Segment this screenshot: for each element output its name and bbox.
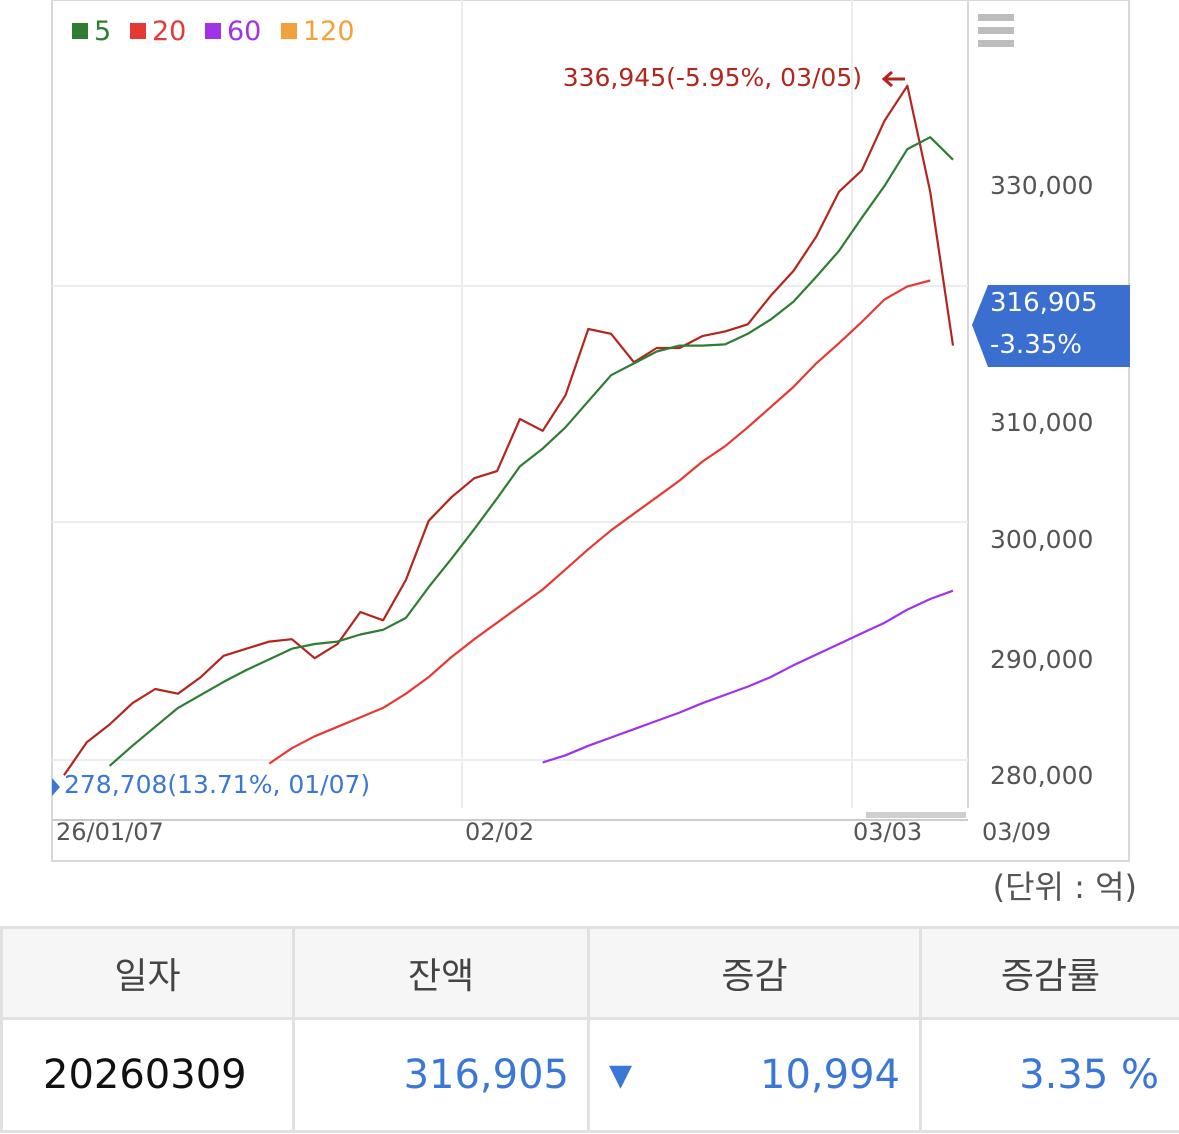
x-tick-label: 03/09: [982, 818, 1051, 846]
y-tick-label: 300,000: [990, 525, 1093, 554]
legend-label-60: 60: [227, 16, 261, 47]
cell-change: ▼ 10,994: [587, 1017, 922, 1133]
series-line-5: [108, 136, 954, 767]
current-value-tag: 316,905 -3.35%: [972, 285, 1130, 367]
current-value-text: 316,905: [990, 288, 1098, 318]
line-chart: 280,000 290,000 300,000 310,000 330,000 26/0…: [51, 0, 1130, 862]
data-table: 일자 잔액 증감 증감률 20260309 316,905 ▼ 10,994 3…: [0, 926, 1179, 1133]
legend-label-120: 120: [303, 16, 355, 47]
header-change: 증감: [587, 926, 922, 1020]
y-tick-label: 290,000: [990, 645, 1093, 674]
y-tick-label: 280,000: [990, 761, 1093, 790]
legend-swatch-5: [72, 23, 88, 39]
legend-label-5: 5: [94, 16, 111, 47]
series-line-20: [268, 279, 931, 765]
legend-swatch-60: [205, 23, 221, 39]
change-value: 10,994: [760, 1052, 900, 1098]
cell-rate: 3.35 %: [919, 1017, 1179, 1133]
x-tick-label: 02/02: [465, 818, 534, 846]
max-arrow-icon: [881, 70, 905, 88]
cell-date: 20260309: [0, 1017, 295, 1133]
unit-note: (단위 : 억): [992, 868, 1137, 906]
min-marker-icon: [52, 778, 60, 796]
table-header-row: 일자 잔액 증감 증감률: [0, 926, 1179, 1020]
x-tick-label: 03/03: [853, 818, 922, 846]
menu-icon[interactable]: [978, 14, 1014, 48]
y-tick-label: 310,000: [990, 408, 1093, 437]
table-row: 20260309 316,905 ▼ 10,994 3.35 %: [0, 1017, 1179, 1133]
cell-balance: 316,905: [292, 1017, 590, 1133]
min-annotation-label: 278,708(13.71%, 01/07): [64, 770, 370, 799]
legend-swatch-120: [281, 23, 297, 39]
header-balance: 잔액: [292, 926, 590, 1020]
x-tick-label: 26/01/07: [56, 818, 164, 846]
series-line-balance: [63, 84, 955, 776]
max-annotation-label: 336,945(-5.95%, 03/05): [563, 63, 862, 92]
header-rate: 증감률: [919, 926, 1179, 1020]
chart-area: 280,000 290,000 300,000 310,000 330,000 26/0…: [51, 0, 1137, 906]
legend-swatch-20: [130, 23, 146, 39]
legend-label-20: 20: [152, 16, 186, 47]
y-tick-label: 330,000: [990, 171, 1093, 200]
header-date: 일자: [0, 926, 295, 1020]
current-change-text: -3.35%: [990, 330, 1082, 360]
chart-frame: [51, 0, 1130, 862]
series-line-60: [542, 589, 954, 764]
down-arrow-icon: ▼: [609, 1057, 633, 1093]
scroll-handle[interactable]: [866, 812, 966, 818]
legend: 5 20 60 120: [72, 16, 355, 47]
